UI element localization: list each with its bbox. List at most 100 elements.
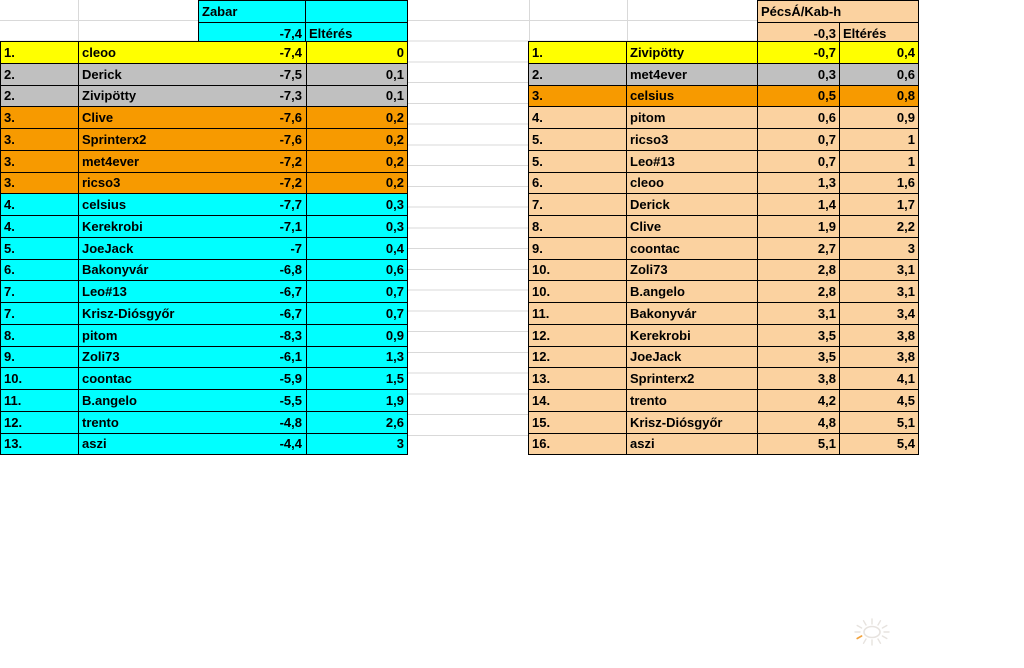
rank-cell[interactable]: 8. (0, 323, 79, 347)
value-cell[interactable]: -7,6 (199, 128, 307, 151)
diff-cell[interactable]: 2,6 (306, 410, 408, 434)
value-cell[interactable]: 2,8 (757, 280, 840, 303)
name-cell[interactable]: ricso3 (626, 128, 758, 151)
rank-cell[interactable]: 12. (528, 345, 627, 369)
name-cell[interactable]: celsius (626, 84, 758, 108)
name-cell[interactable]: Clive (78, 106, 200, 129)
diff-cell[interactable]: 0,3 (306, 193, 408, 216)
value-cell[interactable]: 3,1 (757, 302, 840, 325)
name-cell[interactable]: Sprinterx2 (626, 367, 758, 390)
diff-cell[interactable]: 0,8 (839, 84, 919, 108)
rank-cell[interactable]: 3. (528, 84, 627, 108)
name-cell[interactable]: B.angelo (626, 280, 758, 303)
rank-cell[interactable]: 10. (528, 280, 627, 303)
left-table-diff-header-cell[interactable]: Eltérés (305, 21, 408, 45)
name-cell[interactable]: Krisz-Diósgyőr (626, 410, 758, 434)
name-cell[interactable]: JoeJack (626, 345, 758, 369)
diff-cell[interactable]: 0,2 (306, 149, 408, 173)
diff-cell[interactable]: 0,7 (306, 280, 408, 303)
name-cell[interactable]: Derick (78, 62, 200, 86)
name-cell[interactable]: trento (626, 389, 758, 412)
value-cell[interactable]: 2,7 (757, 236, 840, 260)
diff-cell[interactable]: 3,1 (839, 280, 919, 303)
rank-cell[interactable]: 7. (0, 280, 79, 303)
name-cell[interactable]: cleoo (626, 171, 758, 195)
value-cell[interactable]: 0,7 (757, 149, 840, 173)
diff-cell[interactable]: 1,3 (306, 345, 408, 369)
name-cell[interactable]: Derick (626, 193, 758, 216)
rank-cell[interactable]: 1. (528, 41, 627, 64)
name-cell[interactable]: met4ever (626, 62, 758, 86)
value-cell[interactable]: -4,4 (199, 432, 307, 456)
rank-cell[interactable]: 3. (0, 106, 79, 129)
value-cell[interactable]: -7,3 (199, 84, 307, 108)
diff-cell[interactable]: 3 (306, 432, 408, 456)
value-cell[interactable]: 2,8 (757, 258, 840, 282)
rank-cell[interactable]: 2. (528, 62, 627, 86)
name-cell[interactable]: Zoli73 (626, 258, 758, 282)
name-cell[interactable]: Zoli73 (78, 345, 200, 369)
diff-cell[interactable]: 0,2 (306, 106, 408, 129)
name-cell[interactable]: pitom (78, 323, 200, 347)
rank-cell[interactable]: 10. (0, 367, 79, 390)
diff-cell[interactable]: 0,6 (839, 62, 919, 86)
rank-cell[interactable]: 13. (0, 432, 79, 456)
rank-cell[interactable]: 11. (528, 302, 627, 325)
name-cell[interactable]: trento (78, 410, 200, 434)
rank-cell[interactable]: 14. (528, 389, 627, 412)
diff-cell[interactable]: 3,1 (839, 258, 919, 282)
name-cell[interactable]: Leo#13 (78, 280, 200, 303)
value-cell[interactable]: 3,5 (757, 323, 840, 347)
value-cell[interactable]: 0,7 (757, 128, 840, 151)
diff-cell[interactable]: 2,2 (839, 215, 919, 238)
rank-cell[interactable]: 7. (528, 193, 627, 216)
value-cell[interactable]: 4,8 (757, 410, 840, 434)
value-cell[interactable]: -6,7 (199, 280, 307, 303)
value-cell[interactable]: 4,2 (757, 389, 840, 412)
rank-cell[interactable]: 2. (0, 84, 79, 108)
name-cell[interactable]: cleoo (78, 41, 200, 64)
diff-cell[interactable]: 3 (839, 236, 919, 260)
value-cell[interactable]: 0,6 (757, 106, 840, 129)
diff-cell[interactable]: 1,7 (839, 193, 919, 216)
rank-cell[interactable]: 12. (0, 410, 79, 434)
rank-cell[interactable]: 4. (0, 215, 79, 238)
rank-cell[interactable]: 2. (0, 62, 79, 86)
value-cell[interactable]: -6,1 (199, 345, 307, 369)
name-cell[interactable]: aszi (78, 432, 200, 456)
name-cell[interactable]: Sprinterx2 (78, 128, 200, 151)
value-cell[interactable]: -7 (199, 236, 307, 260)
rank-cell[interactable]: 7. (0, 302, 79, 325)
diff-cell[interactable]: 5,1 (839, 410, 919, 434)
diff-cell[interactable]: 0,4 (839, 41, 919, 64)
diff-cell[interactable]: 0,1 (306, 84, 408, 108)
diff-cell[interactable]: 4,1 (839, 367, 919, 390)
name-cell[interactable]: Zivipötty (626, 41, 758, 64)
diff-cell[interactable]: 0,6 (306, 258, 408, 282)
name-cell[interactable]: Bakonyvár (78, 258, 200, 282)
name-cell[interactable]: Krisz-Diósgyőr (78, 302, 200, 325)
name-cell[interactable]: celsius (78, 193, 200, 216)
name-cell[interactable]: pitom (626, 106, 758, 129)
value-cell[interactable]: 0,3 (757, 62, 840, 86)
rank-cell[interactable]: 5. (528, 149, 627, 173)
name-cell[interactable]: aszi (626, 432, 758, 456)
rank-cell[interactable]: 9. (528, 236, 627, 260)
name-cell[interactable]: Kerekrobi (78, 215, 200, 238)
name-cell[interactable]: met4ever (78, 149, 200, 173)
rank-cell[interactable]: 1. (0, 41, 79, 64)
rank-cell[interactable]: 11. (0, 389, 79, 412)
diff-cell[interactable]: 0,7 (306, 302, 408, 325)
value-cell[interactable]: -7,5 (199, 62, 307, 86)
value-cell[interactable]: -5,9 (199, 367, 307, 390)
value-cell[interactable]: -0,7 (757, 41, 840, 64)
value-cell[interactable]: -6,7 (199, 302, 307, 325)
value-cell[interactable]: -5,5 (199, 389, 307, 412)
name-cell[interactable]: Clive (626, 215, 758, 238)
diff-cell[interactable]: 0,3 (306, 215, 408, 238)
rank-cell[interactable]: 8. (528, 215, 627, 238)
diff-cell[interactable]: 0,2 (306, 128, 408, 151)
diff-cell[interactable]: 3,8 (839, 345, 919, 369)
rank-cell[interactable]: 6. (528, 171, 627, 195)
diff-cell[interactable]: 3,4 (839, 302, 919, 325)
